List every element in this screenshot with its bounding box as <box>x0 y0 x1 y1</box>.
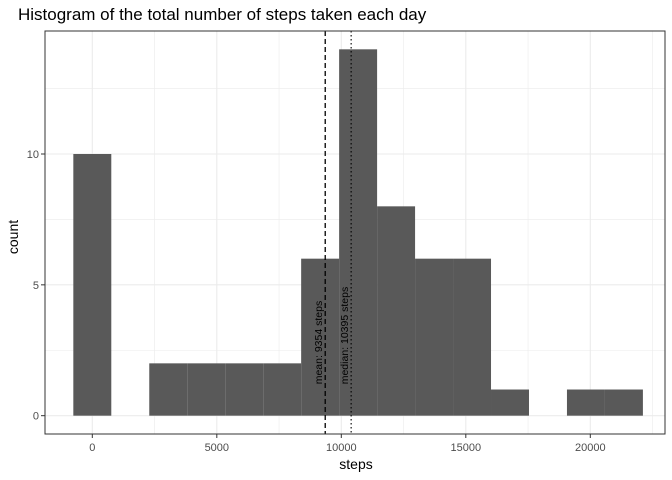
x-tick-label: 20000 <box>575 442 606 454</box>
y-tick-label: 10 <box>27 149 39 161</box>
histogram-bar <box>187 363 225 415</box>
histogram-bar <box>567 390 605 416</box>
y-tick-label: 0 <box>33 411 39 423</box>
histogram-bar <box>225 363 263 415</box>
y-axis: 0 5 10 <box>27 149 45 423</box>
histogram-bar <box>415 259 453 416</box>
x-tick-label: 15000 <box>451 442 482 454</box>
histogram-bar <box>149 363 187 415</box>
mean-label: mean: 9354 steps <box>313 301 325 384</box>
histogram-bar <box>263 363 301 415</box>
y-axis-title: count <box>5 220 21 254</box>
histogram-bar <box>605 390 643 416</box>
x-axis-title: steps <box>339 456 372 472</box>
x-axis: 0 5000 10000 15000 20000 <box>89 434 605 454</box>
x-tick-label: 10000 <box>326 442 357 454</box>
histogram-bar <box>377 206 415 415</box>
x-tick-label: 0 <box>89 442 95 454</box>
chart-title: Histogram of the total number of steps t… <box>18 5 427 24</box>
x-tick-label: 5000 <box>205 442 229 454</box>
histogram-bar <box>491 390 529 416</box>
y-tick-label: 5 <box>33 280 39 292</box>
histogram-bar <box>453 259 491 416</box>
histogram-bars <box>73 49 643 415</box>
histogram-bar <box>73 154 111 416</box>
median-label: median: 10395 steps <box>339 287 351 384</box>
